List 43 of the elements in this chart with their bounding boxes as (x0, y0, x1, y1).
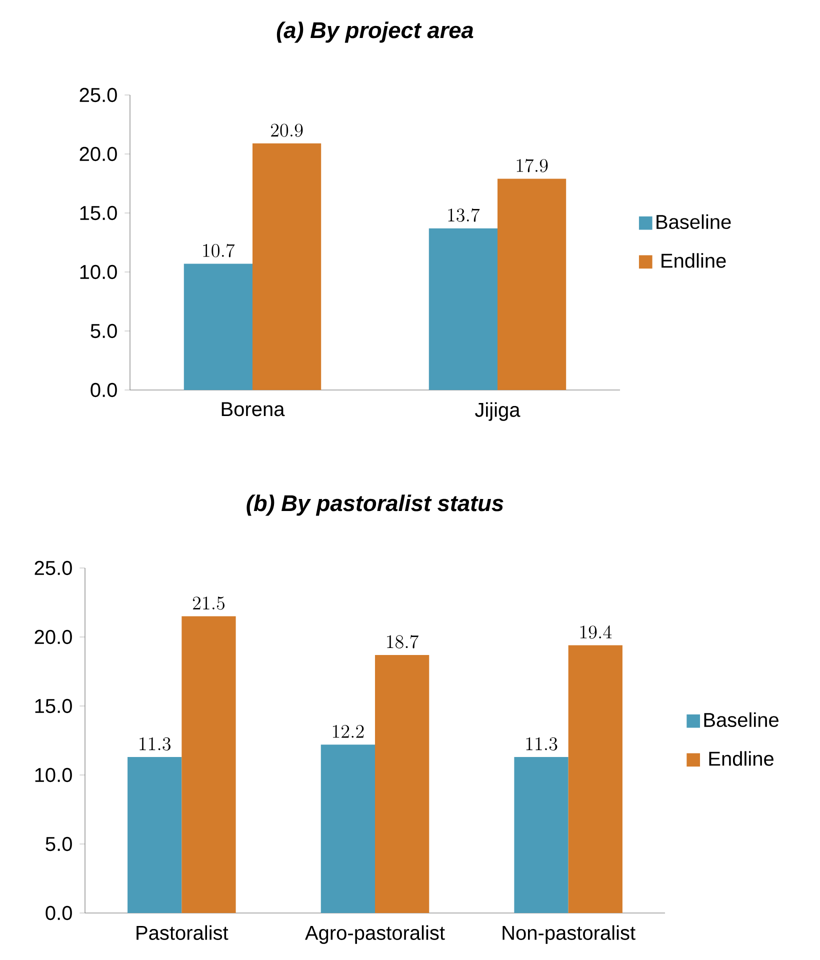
data-label: 11 .3 (526, 737, 558, 751)
bar (497, 178, 566, 390)
chart-title: (a) By project area (276, 22, 474, 43)
bar (375, 654, 430, 913)
y-tick-label: 25.0 (80, 88, 117, 102)
data-label: 11 .3 (140, 737, 171, 751)
bar (514, 757, 568, 913)
bar (184, 264, 252, 390)
y-tick-label: 0.0 (90, 382, 117, 398)
data-label: 10.7 (203, 244, 235, 258)
y-tick-label: 15.0 (35, 698, 72, 714)
legend-label: Baseline (656, 214, 731, 230)
data-label: 19.4 (580, 625, 612, 639)
bar (252, 143, 322, 390)
data-label: 13.7 (448, 208, 480, 222)
data-label: 17.9 (516, 158, 548, 172)
x-tick-label: Agro-pastoralist (305, 925, 445, 944)
y-tick-label: 10.0 (35, 768, 72, 782)
y-tick-label: 0.0 (46, 906, 72, 920)
bar (428, 228, 498, 390)
bar (128, 757, 182, 913)
data-label: 20.9 (271, 124, 303, 137)
y-tick-label: 25.0 (34, 560, 72, 576)
y-tick-label: 5.0 (46, 836, 72, 852)
data-label: 18.7 (387, 635, 418, 648)
bar (320, 744, 375, 913)
y-tick-label: 10.0 (80, 264, 117, 280)
x-tick-label: Pastoralist (136, 925, 228, 940)
x-tick-label: Non-pastoralist (502, 925, 636, 944)
chart-title: (b) By pastoralist status (246, 494, 504, 516)
legend-label: Baseline (704, 712, 778, 728)
bar (568, 645, 622, 913)
y-tick-label: 15.0 (80, 206, 117, 220)
x-tick-label: Borena (222, 402, 285, 416)
legend-label: Endline (709, 751, 774, 766)
legend-label: Endline (662, 253, 726, 268)
bar (182, 616, 236, 913)
x-tick-label: Jijiga (475, 402, 520, 421)
data-label: 12.2 (332, 724, 364, 738)
y-tick-label: 20.0 (34, 630, 72, 644)
y-tick-label: 5.0 (90, 324, 117, 338)
y-tick-label: 20.0 (80, 146, 117, 162)
data-label: 21 .5 (192, 596, 224, 610)
